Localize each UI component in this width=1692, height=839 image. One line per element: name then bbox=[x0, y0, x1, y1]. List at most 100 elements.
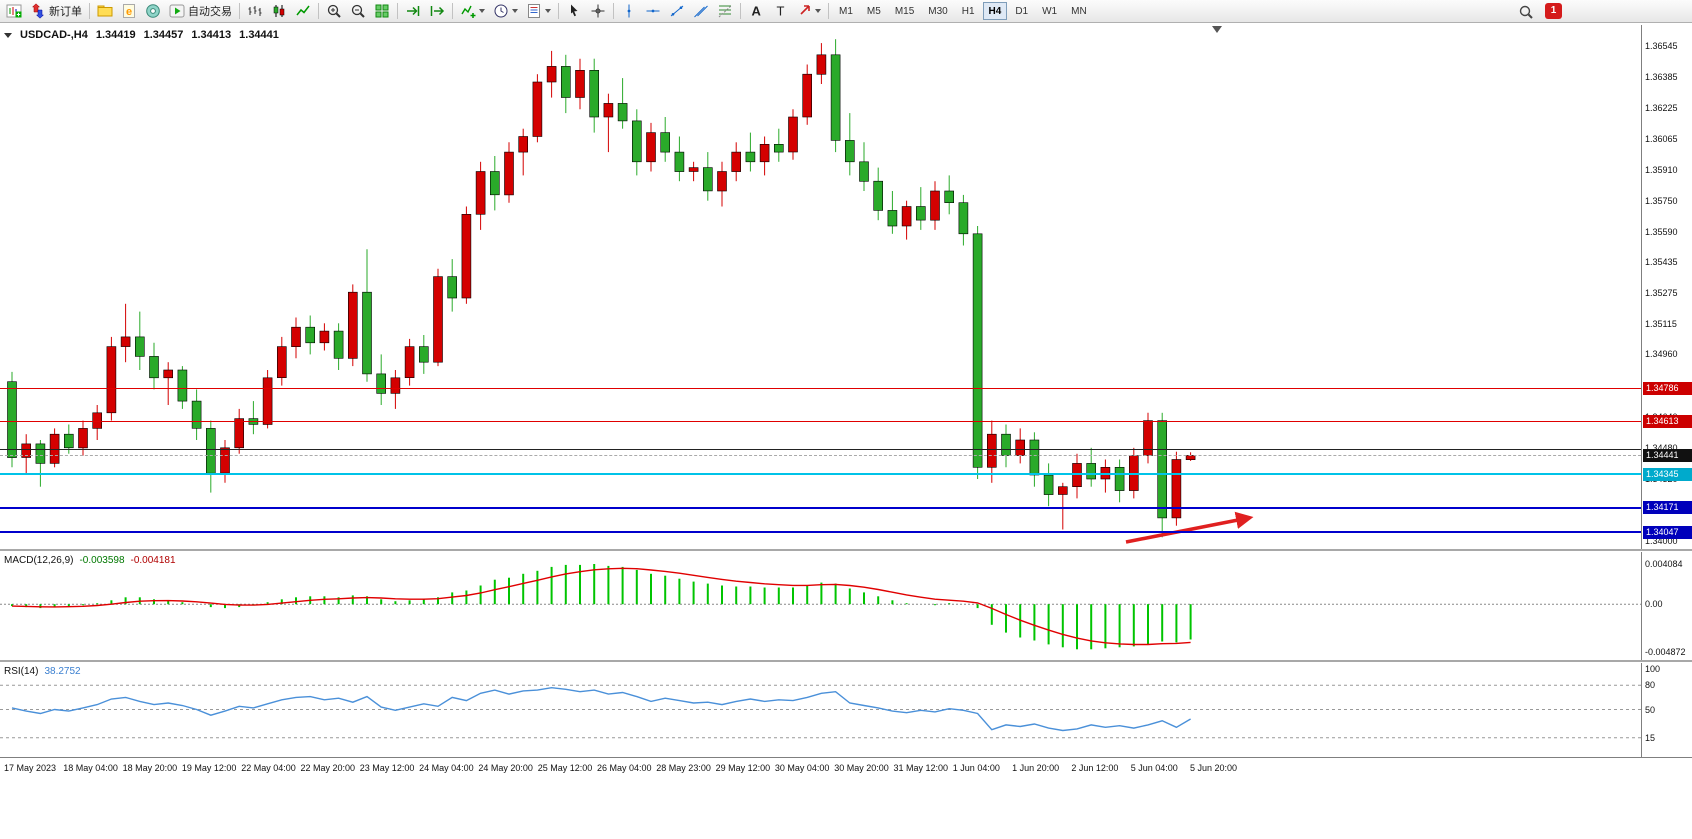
bar-chart-mode-button[interactable] bbox=[243, 1, 267, 21]
candle-body bbox=[262, 377, 273, 425]
timeframe-m30-button[interactable]: M30 bbox=[928, 5, 948, 17]
vertical-line-button[interactable] bbox=[617, 1, 641, 21]
chart-menu-icon[interactable] bbox=[4, 32, 12, 38]
periods-button[interactable] bbox=[489, 1, 522, 21]
time-tick: 18 May 04:00 bbox=[63, 763, 118, 773]
rsi-chart[interactable] bbox=[0, 663, 1641, 757]
time-tick: 5 Jun 04:00 bbox=[1130, 763, 1178, 773]
timeframe-h1-button[interactable]: H1 bbox=[961, 5, 975, 17]
macd-chart[interactable] bbox=[0, 552, 1641, 660]
candle-body bbox=[546, 66, 557, 83]
arrows-icon bbox=[800, 5, 810, 15]
chevron-down-icon bbox=[815, 9, 821, 13]
new-order-button[interactable]: 新订单 bbox=[26, 1, 86, 21]
trend-line-button[interactable] bbox=[665, 1, 689, 21]
trend-arrow[interactable] bbox=[1125, 511, 1254, 544]
candle-body bbox=[589, 69, 600, 118]
timeframe-d1-button[interactable]: D1 bbox=[1015, 5, 1029, 17]
rsi-label: RSI(14) 38.2752 bbox=[4, 666, 81, 677]
equidistant-channel-button[interactable] bbox=[689, 1, 713, 21]
time-tick: 1 Jun 04:00 bbox=[952, 763, 1000, 773]
candle-chart-mode-icon bbox=[273, 5, 285, 17]
auto-scroll-icon bbox=[407, 6, 420, 16]
new-chart-button[interactable] bbox=[2, 1, 26, 21]
candle-body bbox=[631, 120, 642, 163]
pane-separator[interactable] bbox=[0, 660, 1692, 662]
horizontal-line-1.34171[interactable] bbox=[0, 506, 1641, 509]
candle-body bbox=[220, 447, 230, 474]
timeframe-w1-button[interactable]: W1 bbox=[1042, 5, 1058, 17]
macd-pane: 0.004084 0.00 -0.004872 MACD(12,26,9) -0.00… bbox=[0, 552, 1692, 660]
time-axis: 17 May 2023 18 May 04:00 18 May 20:00 19 Ma… bbox=[0, 757, 1692, 779]
timeframe-m1-button[interactable]: M1 bbox=[839, 5, 853, 17]
rsi-axis[interactable]: 100 80 50 15 bbox=[1641, 663, 1692, 757]
time-tick: 22 May 20:00 bbox=[300, 763, 356, 773]
arrows-button[interactable] bbox=[792, 1, 825, 21]
horizontal-line-1.3447[interactable] bbox=[0, 449, 1641, 451]
data-window-icon bbox=[146, 4, 160, 18]
ohlc-high: 1.34457 bbox=[143, 29, 184, 41]
fibonacci-button[interactable] bbox=[713, 1, 737, 21]
crosshair-button[interactable] bbox=[586, 1, 610, 21]
templates-button[interactable] bbox=[522, 1, 555, 21]
timeframe-h4-button[interactable]: H4 bbox=[982, 2, 1008, 20]
profiles-button[interactable] bbox=[93, 1, 117, 21]
candle-body bbox=[163, 369, 173, 379]
profiles-icon bbox=[97, 5, 113, 17]
zoom-in-button[interactable] bbox=[322, 1, 346, 21]
price-tick: 1.35910 bbox=[1645, 164, 1678, 175]
candle-body bbox=[447, 276, 458, 299]
auto-scroll-button[interactable] bbox=[401, 1, 425, 21]
timeframe-m5-button[interactable]: M5 bbox=[866, 5, 881, 17]
text-button[interactable]: A bbox=[744, 1, 768, 21]
candle-body bbox=[1029, 439, 1040, 476]
auto-trading-button[interactable]: 自动交易 bbox=[165, 1, 236, 21]
candlestick-chart[interactable]: USDCAD-,H4 1.34419 1.34457 1.34413 1.344… bbox=[0, 25, 1641, 549]
time-tick: 28 May 23:00 bbox=[656, 763, 711, 773]
price-tick: 1.36385 bbox=[1645, 72, 1678, 83]
data-window-button[interactable] bbox=[141, 1, 165, 21]
time-tick: 24 May 04:00 bbox=[419, 763, 474, 773]
chart-window: USDCAD-,H4 1.34419 1.34457 1.34413 1.344… bbox=[0, 23, 1692, 839]
candle-chart-mode-button[interactable] bbox=[267, 1, 291, 21]
chart-shift-marker bbox=[1212, 26, 1222, 33]
search-button[interactable] bbox=[1514, 2, 1538, 22]
time-tick: 19 May 12:00 bbox=[181, 763, 237, 773]
horizontal-line-1.34786[interactable] bbox=[0, 387, 1641, 389]
horizontal-line-1.34047[interactable] bbox=[0, 531, 1641, 534]
chart-shift-button[interactable] bbox=[425, 1, 449, 21]
macd-tick: 0.00 bbox=[1645, 599, 1663, 610]
candle-body bbox=[1001, 433, 1011, 456]
candle-body bbox=[21, 443, 32, 458]
zoom-out-button[interactable] bbox=[346, 1, 370, 21]
bar-chart-mode-icon bbox=[248, 6, 262, 16]
horizontal-line-1.34345[interactable] bbox=[0, 473, 1641, 476]
horizontal-line-button[interactable] bbox=[641, 1, 665, 21]
text-label-button[interactable]: T bbox=[768, 1, 792, 21]
metaeditor-button[interactable]: e bbox=[117, 1, 141, 21]
candle-body bbox=[1114, 466, 1125, 491]
chevron-down-icon bbox=[512, 9, 518, 13]
notifications-badge[interactable]: 1 bbox=[1545, 3, 1562, 19]
macd-signal-value: -0.004181 bbox=[130, 555, 176, 566]
horizontal-line-1.34441[interactable] bbox=[0, 454, 1641, 456]
candle-body bbox=[305, 326, 316, 344]
macd-svg bbox=[0, 564, 1641, 650]
candle-body bbox=[816, 54, 827, 75]
indicators-button[interactable] bbox=[456, 1, 489, 21]
macd-tick: 0.004084 bbox=[1645, 559, 1683, 570]
tile-windows-button[interactable] bbox=[370, 1, 394, 21]
cursor-icon bbox=[571, 4, 578, 17]
text-icon: A bbox=[752, 4, 762, 19]
line-chart-mode-button[interactable] bbox=[291, 1, 315, 21]
price-axis[interactable]: 1.34786 1.34613 1.34441 1.34345 1.34171 1.340… bbox=[1641, 25, 1692, 549]
horizontal-line-1.34613[interactable] bbox=[0, 421, 1641, 423]
candle-body bbox=[347, 291, 358, 359]
timeframe-m15-button[interactable]: M15 bbox=[894, 5, 915, 17]
timeframe-mn-button[interactable]: MN bbox=[1071, 5, 1087, 17]
pane-separator[interactable] bbox=[0, 549, 1692, 551]
cursor-button[interactable] bbox=[562, 1, 586, 21]
macd-axis[interactable]: 0.004084 0.00 -0.004872 bbox=[1641, 552, 1692, 660]
candle-body bbox=[930, 190, 940, 221]
candle-body bbox=[646, 132, 656, 163]
